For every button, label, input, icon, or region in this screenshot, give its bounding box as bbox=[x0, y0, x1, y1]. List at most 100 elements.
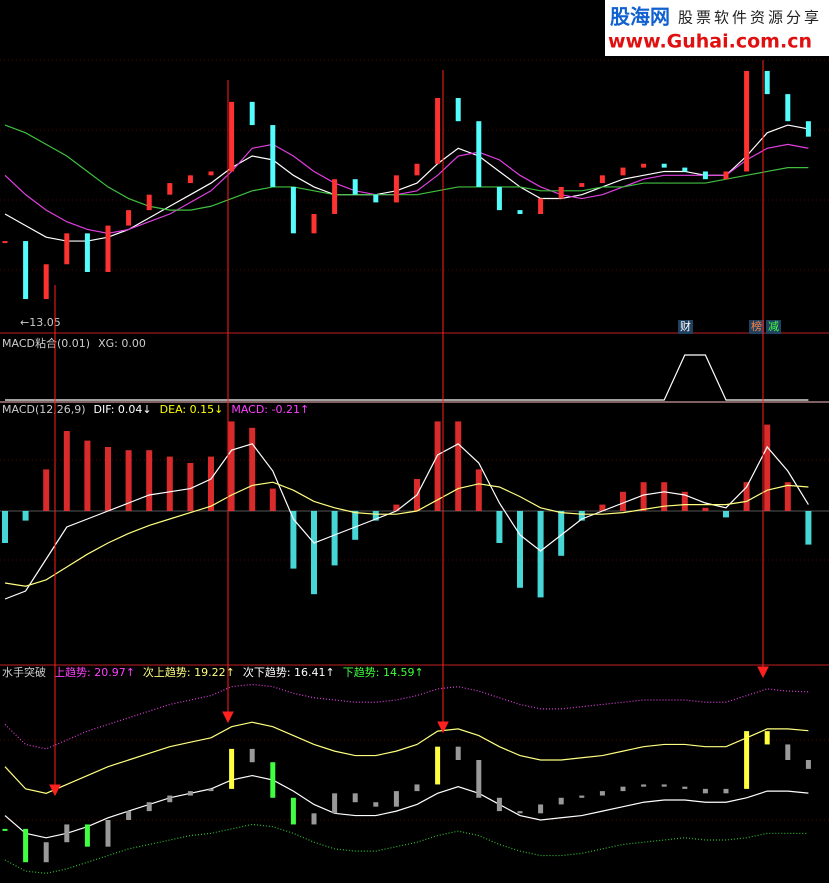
candle bbox=[311, 214, 317, 234]
candle bbox=[620, 786, 626, 792]
macd-bar bbox=[640, 482, 647, 511]
macd-bar bbox=[434, 421, 441, 511]
indicator-label: MACD(12,26,9) bbox=[2, 403, 86, 416]
indicator-label: DEA: 0.15↓ bbox=[160, 403, 224, 416]
macd-bar bbox=[290, 511, 297, 569]
macd-bar bbox=[455, 421, 462, 511]
candle bbox=[23, 828, 29, 863]
macd-bar bbox=[269, 488, 276, 511]
candle bbox=[105, 820, 111, 847]
macd-bar bbox=[187, 463, 194, 511]
macd-bar bbox=[84, 440, 91, 511]
macd-bar bbox=[517, 511, 523, 588]
series-line bbox=[4, 124, 809, 242]
candle bbox=[661, 163, 667, 168]
candle bbox=[414, 163, 420, 176]
series-line bbox=[4, 721, 809, 794]
indicator-label: 次下趋势: 16.41↑ bbox=[243, 665, 335, 679]
arrow-head bbox=[757, 666, 769, 679]
candle bbox=[764, 731, 770, 745]
candle bbox=[126, 210, 132, 226]
series-line bbox=[4, 124, 809, 211]
series-line bbox=[4, 774, 809, 839]
macd-bar bbox=[146, 450, 153, 511]
candle bbox=[270, 125, 276, 187]
candle bbox=[723, 788, 729, 794]
arrow-head bbox=[437, 721, 449, 734]
macd-bar bbox=[352, 511, 359, 540]
macd-bar bbox=[805, 511, 812, 545]
macd-bar bbox=[208, 456, 214, 511]
macd-bar bbox=[537, 511, 544, 598]
macd-bar bbox=[620, 491, 626, 511]
candle bbox=[187, 791, 193, 796]
macd-bar bbox=[2, 511, 8, 543]
candle bbox=[146, 802, 152, 812]
macd-bar bbox=[681, 491, 688, 511]
candle bbox=[641, 163, 647, 168]
candle bbox=[805, 760, 811, 769]
candle bbox=[208, 788, 214, 792]
candle bbox=[435, 98, 441, 164]
candle bbox=[167, 183, 173, 195]
candle bbox=[373, 194, 379, 203]
signal-arrows bbox=[49, 60, 769, 797]
candle bbox=[702, 788, 708, 794]
annotation: 减 bbox=[768, 320, 779, 333]
candle bbox=[682, 786, 688, 789]
macd-bar bbox=[105, 447, 111, 511]
indicator-label: 上趋势: 20.97↑ bbox=[54, 666, 135, 679]
candle bbox=[496, 797, 502, 812]
macd-bar bbox=[393, 504, 400, 511]
candle bbox=[538, 804, 544, 814]
tag-bg bbox=[766, 320, 781, 334]
candle bbox=[599, 175, 605, 184]
candle bbox=[661, 784, 667, 787]
plot-area: ←13.05 财 榜减 MACD粘合(0.01) XG: 0.00 MACD(12,26,… bbox=[2, 70, 812, 874]
macd-bar bbox=[764, 424, 771, 511]
candle bbox=[764, 70, 770, 95]
macd-bar bbox=[723, 511, 729, 518]
candle bbox=[599, 791, 605, 796]
candle bbox=[352, 179, 358, 195]
macd-bar bbox=[228, 421, 235, 511]
macd-bar bbox=[743, 482, 750, 511]
candle bbox=[558, 797, 564, 805]
candle bbox=[455, 98, 461, 122]
tag-bg bbox=[678, 320, 693, 334]
candle bbox=[229, 748, 235, 789]
candle bbox=[620, 167, 626, 176]
candle bbox=[43, 842, 49, 863]
candle bbox=[517, 811, 523, 814]
candle bbox=[805, 121, 811, 137]
candle bbox=[43, 264, 49, 300]
candle bbox=[785, 744, 791, 760]
candle bbox=[723, 171, 729, 180]
candle bbox=[702, 171, 708, 180]
candle bbox=[105, 225, 111, 272]
series-line bbox=[4, 683, 809, 750]
macd-bar bbox=[125, 450, 132, 511]
macd-bar bbox=[558, 511, 565, 556]
candle bbox=[249, 748, 255, 763]
series-line bbox=[4, 823, 809, 874]
series-line bbox=[4, 481, 809, 587]
macd-bar bbox=[43, 469, 50, 511]
candle bbox=[455, 746, 461, 760]
candle bbox=[744, 731, 750, 789]
candle bbox=[2, 241, 8, 244]
macd-bar bbox=[249, 427, 256, 511]
arrow-head bbox=[222, 711, 234, 724]
candle bbox=[558, 186, 564, 199]
indicator-label: XG: 0.00 bbox=[98, 337, 146, 350]
candle bbox=[352, 793, 358, 803]
indicator-label: 下趋势: 14.59↑ bbox=[343, 666, 424, 679]
candle bbox=[373, 802, 379, 807]
series-line bbox=[5, 354, 809, 401]
candle bbox=[393, 791, 399, 807]
candle bbox=[84, 233, 90, 272]
macd-bar bbox=[372, 511, 379, 521]
candle bbox=[208, 171, 214, 176]
watermark-brand: 股海网 bbox=[610, 5, 670, 29]
tag-bg bbox=[749, 320, 764, 334]
